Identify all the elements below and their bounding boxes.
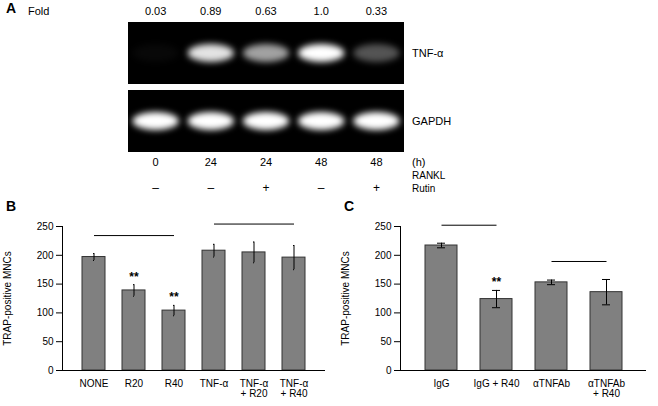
svg-text:**: **	[169, 290, 179, 304]
svg-text:IgG + R40: IgG + R40	[474, 378, 520, 389]
svg-text:TNF-α: TNF-α	[200, 378, 229, 389]
svg-text:250: 250	[37, 221, 54, 232]
svg-text:1.0: 1.0	[314, 5, 329, 17]
svg-text:200: 200	[375, 250, 392, 261]
svg-text:250: 250	[375, 221, 392, 232]
svg-text:GAPDH: GAPDH	[412, 115, 451, 127]
svg-text:Fold: Fold	[28, 5, 49, 17]
html-text:A: A	[6, 0, 17, 16]
svg-text:TRAP-positive MNCs: TRAP-positive MNCs	[340, 251, 351, 345]
svg-text:IgG: IgG	[433, 378, 449, 389]
svg-text:0.03: 0.03	[145, 5, 166, 17]
svg-text:+: +	[262, 181, 269, 195]
html-text:C: C	[344, 198, 355, 214]
svg-text:αTNFAb: αTNFAb	[533, 378, 570, 389]
svg-text:**: **	[129, 270, 139, 284]
svg-text:0: 0	[386, 365, 392, 376]
svg-text:0: 0	[48, 365, 54, 376]
svg-text:NONE: NONE	[80, 378, 109, 389]
svg-text:150: 150	[37, 278, 54, 289]
svg-text:(h): (h)	[412, 156, 425, 168]
svg-text:0.63: 0.63	[255, 5, 276, 17]
svg-text:RANKL: RANKL	[412, 170, 446, 181]
svg-text:0: 0	[153, 156, 159, 168]
svg-text:24: 24	[260, 156, 272, 168]
svg-text:150: 150	[375, 278, 392, 289]
svg-text:200: 200	[37, 250, 54, 261]
svg-text:0.89: 0.89	[200, 5, 221, 17]
svg-text:0.33: 0.33	[366, 5, 387, 17]
svg-text:+: +	[373, 181, 380, 195]
svg-text:48: 48	[315, 156, 327, 168]
svg-text:R20: R20	[125, 378, 144, 389]
svg-text:50: 50	[380, 336, 392, 347]
html-text:B: B	[6, 198, 17, 214]
svg-text:24: 24	[205, 156, 217, 168]
svg-text:**: **	[492, 275, 502, 289]
svg-text:TNF-α+ R40: TNF-α+ R40	[280, 378, 309, 399]
svg-text:100: 100	[37, 307, 54, 318]
svg-text:TNF-α: TNF-α	[412, 47, 444, 59]
svg-text:100: 100	[375, 307, 392, 318]
svg-text:–: –	[318, 181, 325, 195]
svg-text:TNF-α+ R20: TNF-α+ R20	[240, 378, 269, 399]
svg-text:–: –	[152, 181, 159, 195]
svg-text:–: –	[207, 181, 214, 195]
svg-text:48: 48	[370, 156, 382, 168]
svg-text:αTNFAb+ R40: αTNFAb+ R40	[588, 378, 625, 399]
svg-text:50: 50	[42, 336, 54, 347]
svg-text:TRAP-positive MNCs: TRAP-positive MNCs	[2, 251, 13, 345]
svg-text:Rutin: Rutin	[412, 183, 435, 194]
svg-text:R40: R40	[165, 378, 184, 389]
